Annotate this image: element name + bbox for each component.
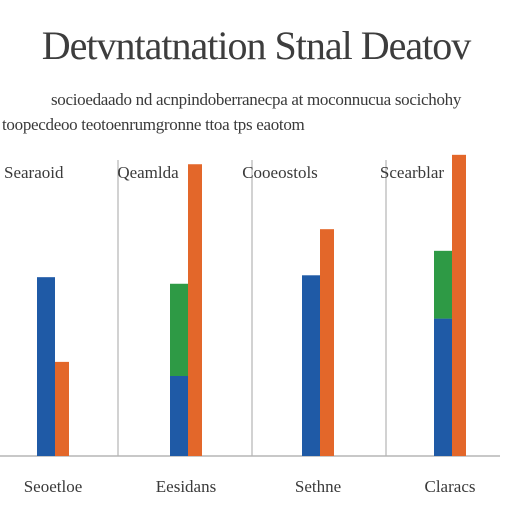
bar-blue-1	[37, 277, 55, 456]
chart-title: Detvntatnation Stnal Deatov	[41, 23, 471, 68]
group-header-4: Scearblar	[380, 163, 445, 182]
group-header-1: Searaoid	[4, 163, 64, 182]
x-tick-label-3: Sethne	[295, 477, 341, 496]
bar-blue-4	[434, 318, 452, 456]
group-header-2: Qeamlda	[117, 163, 179, 182]
bar-orange-1	[55, 361, 69, 456]
bar-orange-2	[188, 164, 202, 456]
bar-orange-4	[452, 154, 466, 456]
bar-green-4	[434, 250, 452, 319]
bar-blue-3	[302, 275, 320, 456]
x-tick-label-1: Seoetloe	[24, 477, 83, 496]
x-tick-label-4: Claracs	[425, 477, 476, 496]
x-tick-label-2: Eesidans	[156, 477, 216, 496]
group-header-3: Cooeostols	[242, 163, 318, 182]
bar-orange-3	[320, 229, 334, 456]
bar-blue-2	[170, 376, 188, 456]
bar-green-2	[170, 283, 188, 376]
chart-subtitle-line-1: socioedaado nd acnpindoberranecpa at moc…	[50, 90, 462, 109]
chart-subtitle-line-2: toopecdeoo teotoenrumgronne ttoa tps eao…	[2, 115, 305, 134]
